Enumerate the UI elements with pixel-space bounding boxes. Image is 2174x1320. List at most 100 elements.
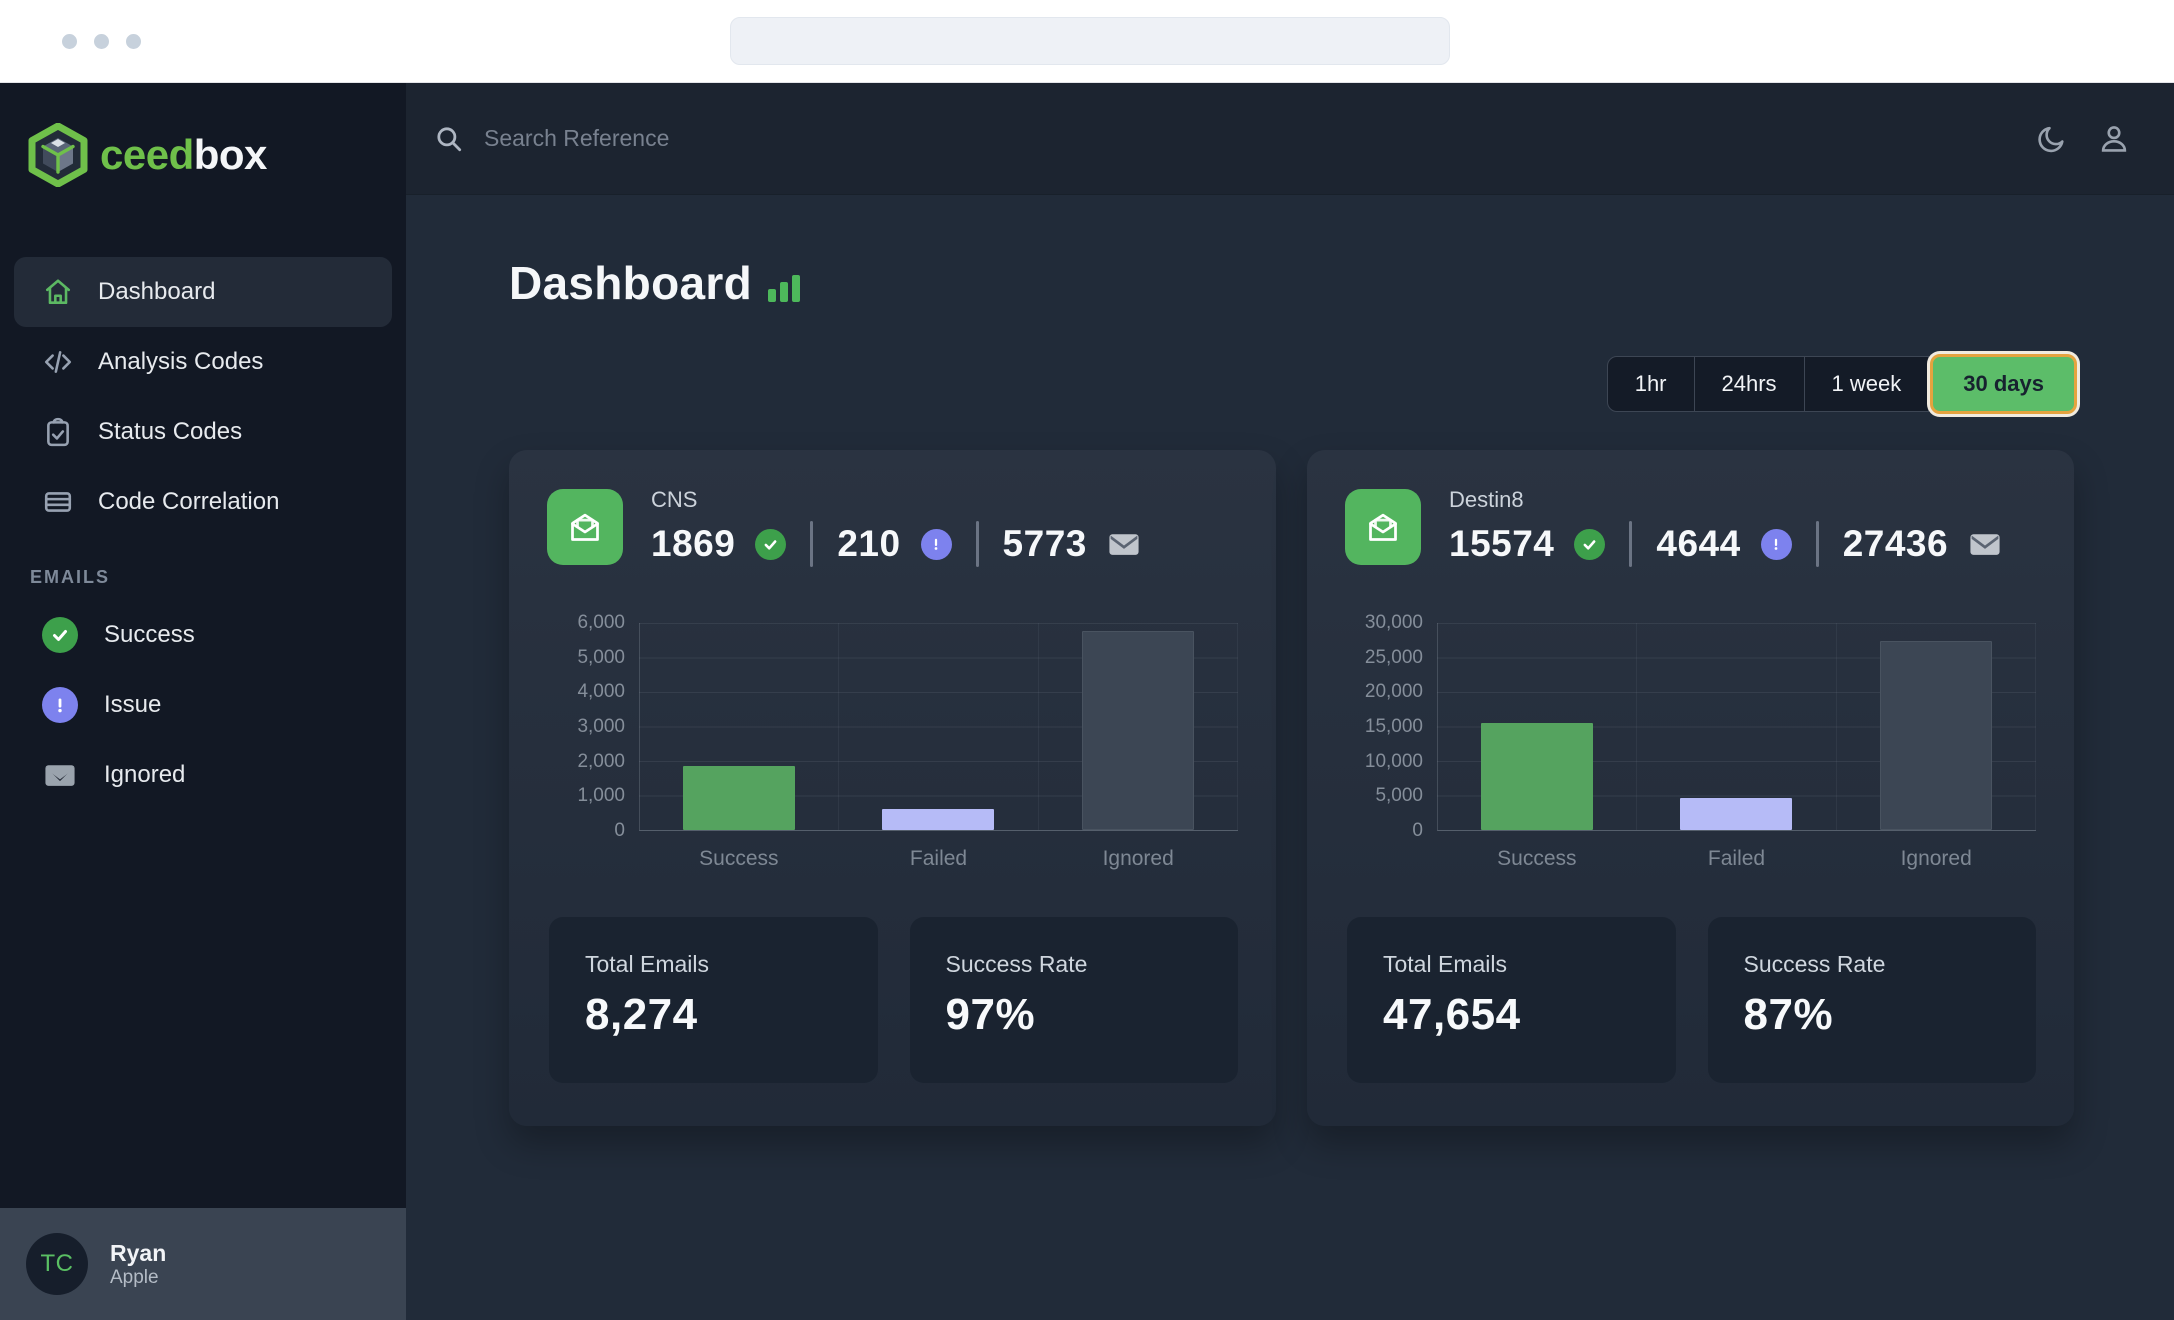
filter-1week-button[interactable]: 1 week xyxy=(1803,356,1930,412)
sidebar-item-success[interactable]: Success xyxy=(14,600,392,670)
sidebar-item-label: Analysis Codes xyxy=(98,348,264,375)
card-title: CNS xyxy=(651,487,698,512)
window-controls xyxy=(62,33,141,49)
exclamation-circle-icon xyxy=(42,687,78,723)
user-org: Apple xyxy=(110,1267,159,1289)
browser-chrome xyxy=(0,0,2174,83)
issue-count: 4644 xyxy=(1656,523,1741,564)
sidebar-item-issue[interactable]: Issue xyxy=(14,670,392,740)
total-emails-box: Total Emails 47,654 xyxy=(1347,917,1676,1083)
table-rows-icon xyxy=(42,486,74,518)
search-icon xyxy=(434,124,464,154)
sidebar-item-label: Code Correlation xyxy=(98,488,280,515)
filter-1hr-button[interactable]: 1hr xyxy=(1606,356,1695,412)
success-rate-label: Success Rate xyxy=(1743,951,1886,977)
success-rate-value: 97% xyxy=(945,990,1036,1039)
card-destin8: Destin8 15574 4644 xyxy=(1307,450,2074,1126)
home-icon xyxy=(42,276,74,308)
check-circle-icon xyxy=(42,617,78,653)
sidebar-item-label: Success xyxy=(104,621,195,648)
bar-chart-icon xyxy=(767,275,800,310)
chart-bar-success xyxy=(683,765,796,830)
ceedbox-logo-icon xyxy=(26,123,90,187)
filter-30days-button[interactable]: 30 days xyxy=(1930,354,2077,414)
y-tick-label: 25,000 xyxy=(1364,646,1423,668)
filter-24hrs-button[interactable]: 24hrs xyxy=(1693,356,1805,412)
user-profile[interactable]: TC Ryan Apple xyxy=(0,1208,406,1320)
user-name: Ryan xyxy=(110,1239,167,1266)
success-rate-box: Success Rate 97% xyxy=(909,917,1238,1083)
window-control-dot[interactable] xyxy=(126,33,141,49)
envelope-open-icon xyxy=(547,489,623,565)
sidebar-item-label: Issue xyxy=(104,691,162,718)
chart-bar-column xyxy=(1637,623,1837,830)
y-tick-label: 4,000 xyxy=(577,681,625,703)
y-tick-label: 2,000 xyxy=(577,750,625,772)
total-emails-value: 8,274 xyxy=(585,990,698,1039)
chart-bar-failed xyxy=(1680,797,1793,830)
card-title: Destin8 xyxy=(1449,487,1524,512)
total-emails-label: Total Emails xyxy=(585,951,709,977)
y-tick-label: 1,000 xyxy=(577,785,625,807)
chart-bar-column xyxy=(1438,623,1638,830)
success-rate-label: Success Rate xyxy=(945,951,1088,977)
chart-bar-ignored xyxy=(1879,640,1992,830)
divider xyxy=(1815,521,1819,567)
chart-bar-failed xyxy=(882,809,995,830)
sidebar-item-code-correlation[interactable]: Code Correlation xyxy=(14,467,392,537)
page-title: Dashboard xyxy=(509,257,752,309)
check-circle-icon xyxy=(1574,528,1606,560)
chart-plot-area xyxy=(1437,623,2036,831)
sidebar: ceedbox Dashboard Analysis Codes xyxy=(0,83,406,1320)
sidebar-section-emails: EMAILS xyxy=(30,567,111,587)
envelope-open-icon xyxy=(1345,489,1421,565)
window-control-dot[interactable] xyxy=(62,33,77,49)
y-tick-label: 5,000 xyxy=(1375,785,1423,807)
chart-bar-column xyxy=(640,623,840,830)
topbar xyxy=(406,83,2174,194)
chart-bar-success xyxy=(1481,722,1594,830)
check-circle-icon xyxy=(755,528,787,560)
code-icon xyxy=(42,346,74,378)
success-rate-box: Success Rate 87% xyxy=(1707,917,2036,1083)
y-tick-label: 0 xyxy=(614,820,625,841)
sidebar-item-status-codes[interactable]: Status Codes xyxy=(14,397,392,467)
time-filter-group: 1hr 24hrs 1 week 30 days xyxy=(509,354,2077,414)
sidebar-item-label: Ignored xyxy=(104,761,186,788)
total-emails-box: Total Emails 8,274 xyxy=(549,917,878,1083)
address-bar[interactable] xyxy=(730,17,1450,65)
user-account-icon[interactable] xyxy=(2098,123,2130,155)
logo[interactable]: ceedbox xyxy=(0,83,406,221)
sidebar-item-dashboard[interactable]: Dashboard xyxy=(14,257,392,327)
total-emails-value: 47,654 xyxy=(1383,990,1521,1039)
envelope-icon xyxy=(1107,527,1141,561)
divider xyxy=(810,521,814,567)
window-control-dot[interactable] xyxy=(94,33,109,49)
dark-mode-moon-icon[interactable] xyxy=(2036,123,2068,155)
clipboard-check-icon xyxy=(42,416,74,448)
y-tick-label: 6,000 xyxy=(577,612,625,633)
x-tick-label: Failed xyxy=(1707,847,1766,870)
sidebar-item-label: Status Codes xyxy=(98,418,243,445)
x-tick-label: Failed xyxy=(909,847,968,870)
exclamation-circle-icon xyxy=(920,528,952,560)
logo-text: ceedbox xyxy=(100,131,267,178)
total-emails-label: Total Emails xyxy=(1383,951,1507,977)
chart-x-axis: Success Failed Ignored xyxy=(1437,847,2036,871)
chart-y-axis: 0 5,000 10,000 15,000 20,000 25,000 30,000 xyxy=(1345,612,1437,841)
card-cns: CNS 1869 210 xyxy=(509,450,1276,1126)
x-tick-label: Ignored xyxy=(1102,847,1174,870)
divider xyxy=(975,521,979,567)
sidebar-item-label: Dashboard xyxy=(98,278,216,305)
search-input[interactable] xyxy=(484,125,1084,152)
x-tick-label: Success xyxy=(1497,847,1577,870)
success-count: 15574 xyxy=(1449,523,1555,564)
y-tick-label: 10,000 xyxy=(1364,750,1423,772)
envelope-icon xyxy=(1968,527,2002,561)
sidebar-item-analysis-codes[interactable]: Analysis Codes xyxy=(14,327,392,397)
sidebar-item-ignored[interactable]: Ignored xyxy=(14,740,392,810)
y-tick-label: 0 xyxy=(1412,820,1423,841)
issue-count: 210 xyxy=(837,523,901,564)
success-rate-value: 87% xyxy=(1743,990,1834,1039)
success-count: 1869 xyxy=(651,523,736,564)
